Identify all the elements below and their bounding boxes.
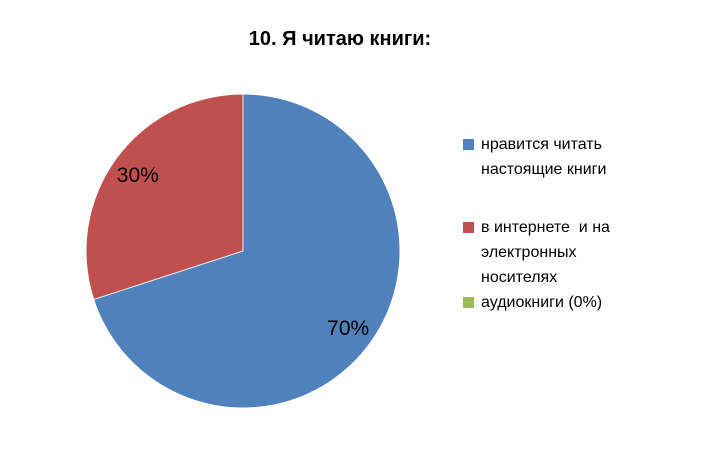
chart-title: 10. Я читаю книги: [248,28,432,50]
pie-slice-1 [86,94,243,300]
slice-separator [94,250,244,300]
pie-data-label-0: 70% [327,317,369,340]
pie-data-label-1: 30% [117,164,159,187]
pie-slice-0 [94,94,400,408]
